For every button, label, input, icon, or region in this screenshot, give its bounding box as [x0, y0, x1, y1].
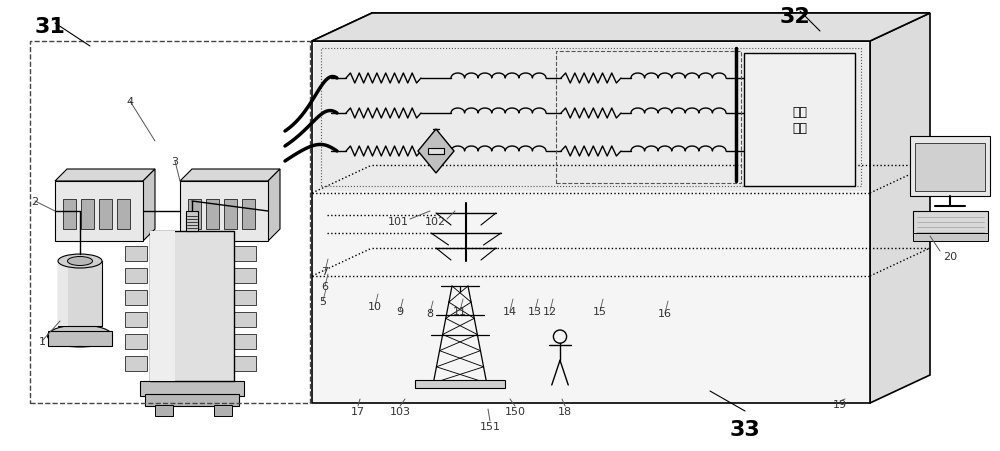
Bar: [188, 199, 201, 230]
Text: 12: 12: [543, 306, 557, 316]
Text: 2: 2: [31, 197, 39, 207]
Bar: [913, 234, 988, 241]
Text: 5: 5: [320, 296, 327, 306]
Ellipse shape: [48, 325, 113, 347]
Text: 1: 1: [39, 336, 46, 346]
Text: 33: 33: [730, 419, 761, 439]
Bar: [234, 290, 256, 305]
Text: 4: 4: [126, 97, 134, 107]
Polygon shape: [870, 14, 930, 403]
Bar: [125, 290, 147, 305]
Bar: [234, 312, 256, 327]
Polygon shape: [143, 170, 155, 241]
Text: 13: 13: [528, 306, 542, 316]
Bar: [63, 199, 76, 230]
Bar: [428, 149, 444, 155]
Bar: [556, 52, 741, 184]
Text: 31: 31: [35, 17, 66, 37]
Text: 7: 7: [321, 267, 329, 276]
Polygon shape: [418, 130, 454, 174]
Bar: [81, 199, 94, 230]
Bar: [140, 381, 244, 396]
Bar: [58, 262, 102, 326]
Bar: [145, 394, 239, 406]
Text: 20: 20: [943, 252, 957, 262]
Polygon shape: [312, 42, 870, 403]
Bar: [415, 380, 505, 388]
Text: 16: 16: [658, 308, 672, 318]
Bar: [125, 356, 147, 371]
Text: 6: 6: [322, 281, 329, 291]
Bar: [214, 405, 232, 416]
Text: 8: 8: [426, 308, 434, 318]
Text: 151: 151: [480, 421, 501, 431]
Text: 19: 19: [833, 399, 847, 409]
Bar: [180, 182, 268, 241]
Bar: [910, 137, 990, 197]
Bar: [117, 199, 130, 230]
Bar: [234, 268, 256, 283]
Bar: [125, 334, 147, 349]
Text: 9: 9: [396, 306, 404, 316]
Text: 10: 10: [368, 301, 382, 311]
Text: 三相
负载: 三相 负载: [792, 106, 807, 134]
Bar: [125, 246, 147, 262]
Text: 32: 32: [780, 7, 811, 27]
Text: 103: 103: [390, 406, 411, 416]
Bar: [234, 334, 256, 349]
Bar: [150, 231, 234, 381]
Bar: [155, 405, 173, 416]
Text: 102: 102: [424, 216, 446, 226]
Text: 17: 17: [351, 406, 365, 416]
Bar: [913, 212, 988, 236]
Text: 150: 150: [505, 406, 526, 416]
Polygon shape: [180, 170, 280, 182]
Bar: [55, 182, 143, 241]
Polygon shape: [268, 170, 280, 241]
Text: 18: 18: [558, 406, 572, 416]
Bar: [125, 268, 147, 283]
Text: 3: 3: [172, 156, 179, 166]
Bar: [186, 212, 198, 231]
Ellipse shape: [58, 254, 102, 268]
Polygon shape: [312, 14, 930, 42]
Bar: [58, 262, 68, 326]
Text: 15: 15: [593, 306, 607, 316]
Bar: [99, 199, 112, 230]
Text: 11: 11: [453, 306, 467, 316]
Bar: [314, 44, 868, 192]
Bar: [234, 246, 256, 262]
Polygon shape: [55, 170, 155, 182]
Bar: [234, 356, 256, 371]
Bar: [150, 231, 175, 381]
Bar: [915, 144, 985, 192]
Bar: [224, 199, 237, 230]
Ellipse shape: [68, 257, 93, 266]
Polygon shape: [312, 14, 930, 42]
Bar: [30, 42, 310, 403]
Bar: [206, 199, 219, 230]
Bar: [125, 312, 147, 327]
Text: 14: 14: [503, 306, 517, 316]
Bar: [321, 49, 861, 187]
Bar: [48, 331, 112, 346]
Bar: [242, 199, 255, 230]
Text: 101: 101: [388, 216, 409, 226]
Bar: [744, 54, 855, 187]
